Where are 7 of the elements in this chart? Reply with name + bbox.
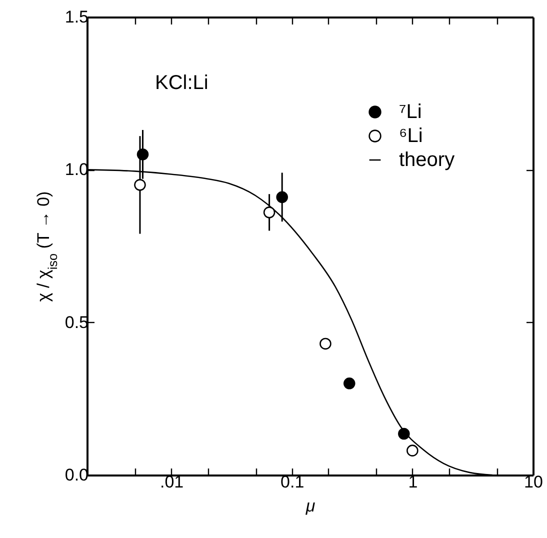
x-axis-title: μ <box>304 496 316 516</box>
legend-label: theory <box>399 149 455 171</box>
annotation: KCl:Li <box>155 72 208 94</box>
x-tick-label: 1 <box>408 472 418 492</box>
legend-label: ⁷Li <box>399 101 422 123</box>
legend-label: ⁶Li <box>399 125 423 147</box>
x-tick-label: 10 <box>524 472 543 492</box>
